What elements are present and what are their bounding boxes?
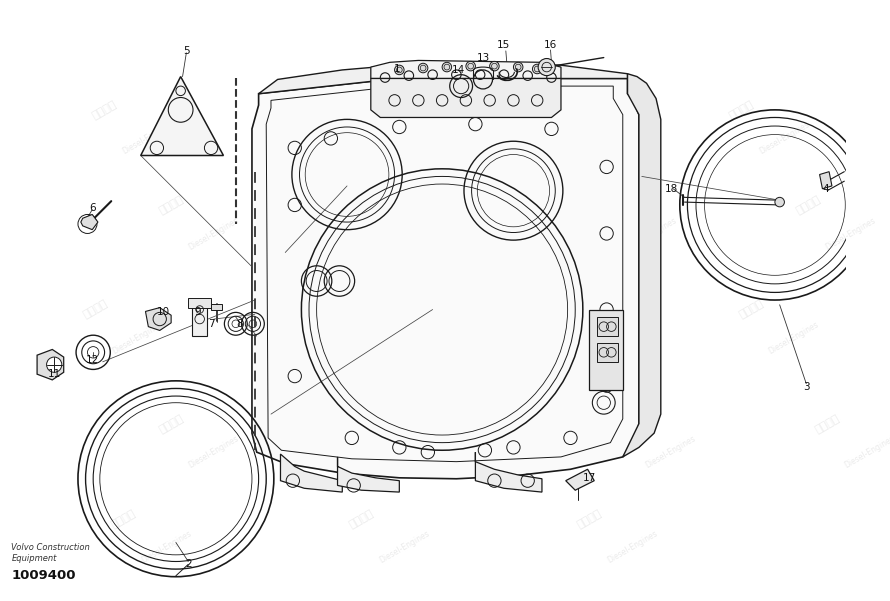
Polygon shape	[566, 469, 595, 490]
Text: Diesel-Engines: Diesel-Engines	[377, 529, 431, 566]
Circle shape	[490, 61, 499, 71]
Bar	[192, 302, 207, 336]
Text: 13: 13	[476, 52, 490, 63]
Text: 17: 17	[583, 473, 596, 483]
Text: 紫发动力: 紫发动力	[109, 508, 138, 529]
Polygon shape	[475, 452, 542, 492]
Text: 18: 18	[665, 184, 678, 194]
Circle shape	[775, 197, 784, 207]
Text: Volvo Construction: Volvo Construction	[12, 543, 90, 552]
Polygon shape	[37, 349, 64, 380]
Text: 紫发动力: 紫发动力	[509, 99, 537, 121]
Text: 紫发动力: 紫发动力	[290, 99, 319, 121]
Text: 9: 9	[194, 307, 201, 317]
Polygon shape	[371, 61, 561, 79]
Text: Diesel-Engines: Diesel-Engines	[330, 320, 384, 356]
Text: Diesel-Engines: Diesel-Engines	[187, 215, 240, 252]
Text: 紫发动力: 紫发动力	[81, 299, 109, 320]
Text: 16: 16	[544, 40, 557, 50]
Polygon shape	[623, 74, 660, 457]
Polygon shape	[820, 172, 832, 189]
Text: 11: 11	[47, 369, 61, 379]
Text: 紫发动力: 紫发动力	[376, 194, 404, 216]
Polygon shape	[259, 63, 627, 94]
Circle shape	[532, 64, 542, 74]
Polygon shape	[371, 79, 561, 117]
Polygon shape	[252, 79, 639, 479]
Text: 7: 7	[207, 319, 214, 329]
Polygon shape	[141, 76, 223, 156]
Text: 1: 1	[394, 64, 400, 74]
Text: Diesel-Engines: Diesel-Engines	[187, 434, 240, 470]
Text: Diesel-Engines: Diesel-Engines	[539, 120, 593, 156]
Text: 2: 2	[185, 560, 191, 569]
Text: Equipment: Equipment	[12, 554, 57, 563]
Text: Diesel-Engines: Diesel-Engines	[625, 215, 678, 252]
Text: 紫发动力: 紫发动力	[737, 299, 765, 320]
Text: Diesel-Engines: Diesel-Engines	[140, 529, 193, 566]
Text: 6: 6	[89, 203, 95, 213]
Text: 紫发动力: 紫发动力	[91, 99, 118, 121]
Text: 紫发动力: 紫发动力	[395, 413, 423, 435]
Text: Diesel-Engines: Diesel-Engines	[406, 215, 459, 252]
Text: 紫发动力: 紫发动力	[576, 508, 603, 529]
Text: Diesel-Engines: Diesel-Engines	[320, 120, 374, 156]
Circle shape	[394, 65, 404, 75]
Text: 紫发动力: 紫发动力	[300, 299, 328, 320]
Text: Diesel-Engines: Diesel-Engines	[605, 529, 659, 566]
Bar	[597, 317, 618, 336]
Text: 12: 12	[85, 355, 99, 365]
Text: Diesel-Engines: Diesel-Engines	[843, 434, 890, 470]
Polygon shape	[145, 308, 171, 331]
Polygon shape	[81, 215, 98, 230]
Text: 紫发动力: 紫发动力	[347, 508, 376, 529]
Text: 10: 10	[157, 307, 170, 317]
Text: 5: 5	[183, 46, 190, 56]
Text: Diesel-Engines: Diesel-Engines	[121, 120, 174, 156]
Text: Diesel-Engines: Diesel-Engines	[824, 215, 878, 252]
Circle shape	[442, 63, 451, 72]
Text: 紫发动力: 紫发动力	[794, 194, 822, 216]
Text: 4: 4	[822, 184, 829, 194]
Bar	[597, 343, 618, 362]
Circle shape	[418, 63, 428, 73]
Text: 紫发动力: 紫发动力	[158, 194, 185, 216]
Polygon shape	[337, 457, 400, 492]
Circle shape	[538, 58, 555, 76]
Text: 紫发动力: 紫发动力	[728, 99, 756, 121]
Text: 紫发动力: 紫发动力	[813, 413, 841, 435]
Text: Diesel-Engines: Diesel-Engines	[757, 120, 811, 156]
Text: Diesel-Engines: Diesel-Engines	[548, 320, 602, 356]
Text: Diesel-Engines: Diesel-Engines	[767, 320, 821, 356]
Text: Diesel-Engines: Diesel-Engines	[111, 320, 165, 356]
Circle shape	[465, 61, 475, 71]
Text: 紫发动力: 紫发动力	[158, 413, 185, 435]
Text: 14: 14	[451, 65, 465, 75]
Polygon shape	[589, 310, 623, 391]
Text: 8: 8	[236, 319, 243, 329]
Text: Diesel-Engines: Diesel-Engines	[425, 434, 479, 470]
Text: 紫发动力: 紫发动力	[595, 194, 622, 216]
Text: 1009400: 1009400	[12, 569, 76, 582]
Bar	[189, 298, 211, 308]
Circle shape	[514, 63, 523, 72]
Circle shape	[46, 357, 61, 372]
Text: 紫发动力: 紫发动力	[519, 299, 546, 320]
Text: 紫发动力: 紫发动力	[613, 413, 642, 435]
Polygon shape	[211, 304, 222, 310]
Polygon shape	[280, 454, 343, 492]
Text: Diesel-Engines: Diesel-Engines	[643, 434, 697, 470]
Text: 3: 3	[803, 382, 810, 392]
Text: 15: 15	[498, 40, 511, 50]
